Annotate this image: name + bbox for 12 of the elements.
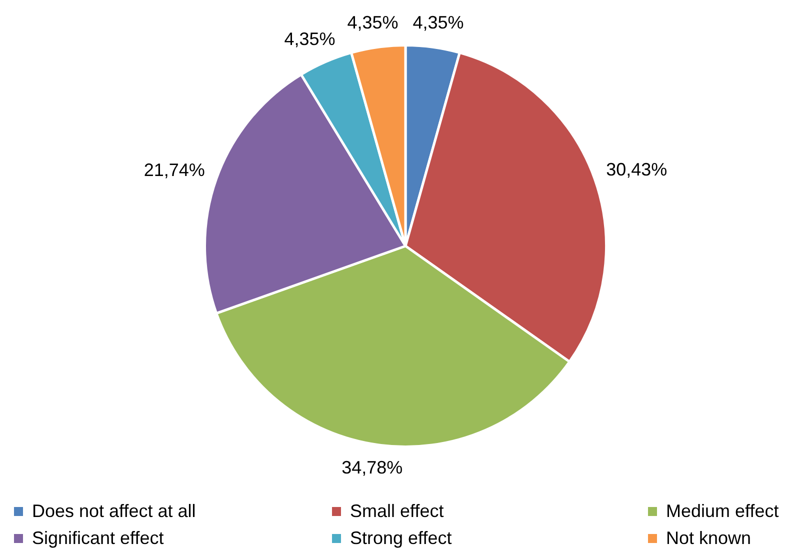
legend-label: Does not affect at all [32, 500, 196, 523]
legend-label: Not known [666, 527, 752, 550]
data-label: 34,78% [342, 458, 403, 478]
data-label: 4,35% [347, 12, 398, 32]
data-label: 4,35% [284, 28, 336, 49]
legend-label: Strong effect [350, 527, 452, 550]
data-label: 4,35% [412, 12, 464, 32]
data-label: 30,43% [606, 160, 668, 180]
data-label: 21,74% [144, 160, 205, 180]
legend-label: Significant effect [32, 527, 164, 550]
legend-label: Small effect [350, 500, 444, 523]
legend-label: Medium effect [666, 500, 779, 523]
